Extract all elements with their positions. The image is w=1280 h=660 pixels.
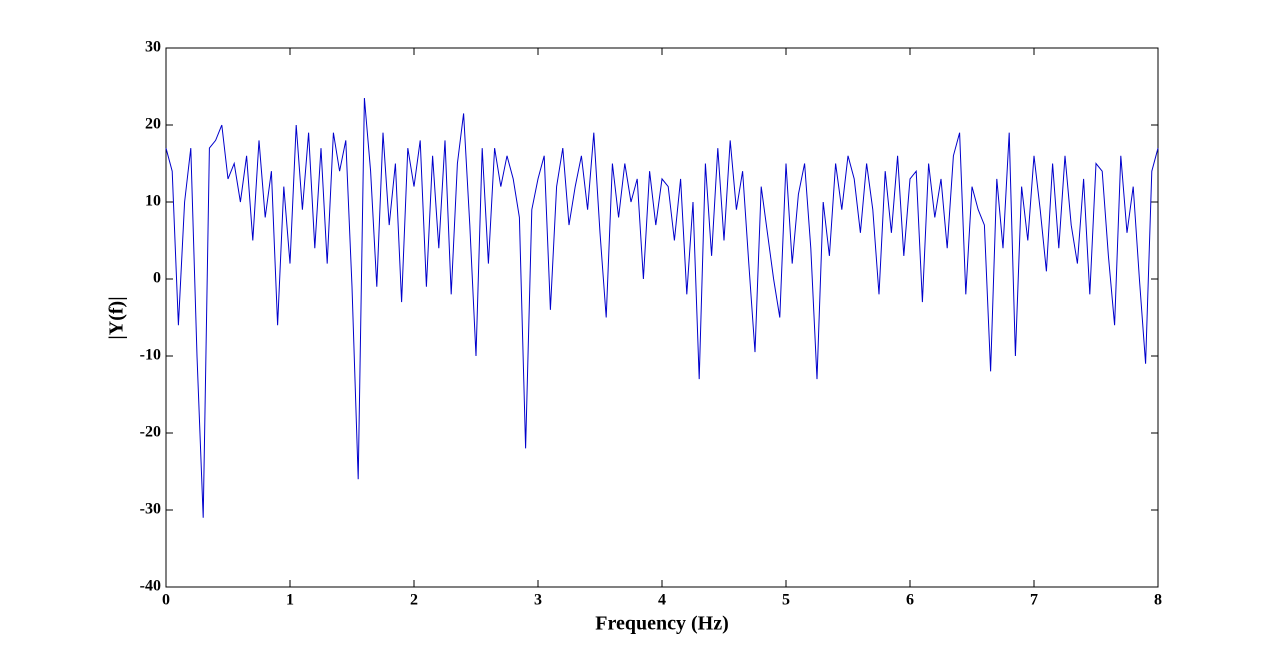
y-tick-label: -40: [140, 578, 161, 595]
x-tick-label: 0: [162, 592, 170, 609]
x-tick-label: 2: [410, 592, 418, 609]
x-tick-label: 3: [534, 592, 542, 609]
y-tick-label: 0: [153, 270, 161, 287]
x-tick-label: 4: [658, 592, 666, 609]
x-tick-label: 8: [1154, 592, 1162, 609]
x-axis-label: Frequency (Hz): [595, 613, 729, 635]
plot-frame: [165, 47, 1159, 588]
y-tick-label: 20: [145, 116, 161, 133]
y-tick-label: -10: [140, 347, 161, 364]
x-tick-label: 7: [1030, 592, 1038, 609]
y-tick-label: -30: [140, 501, 161, 518]
x-tick-label: 5: [782, 592, 790, 609]
y-tick-label: 30: [145, 39, 161, 56]
y-tick-label: 10: [145, 193, 161, 210]
y-axis-label: |Y(f)|: [106, 296, 128, 339]
data-line: [165, 98, 1159, 518]
x-tick-label: 1: [286, 592, 294, 609]
y-tick-label: -20: [140, 424, 161, 441]
x-tick-label: 6: [906, 592, 914, 609]
